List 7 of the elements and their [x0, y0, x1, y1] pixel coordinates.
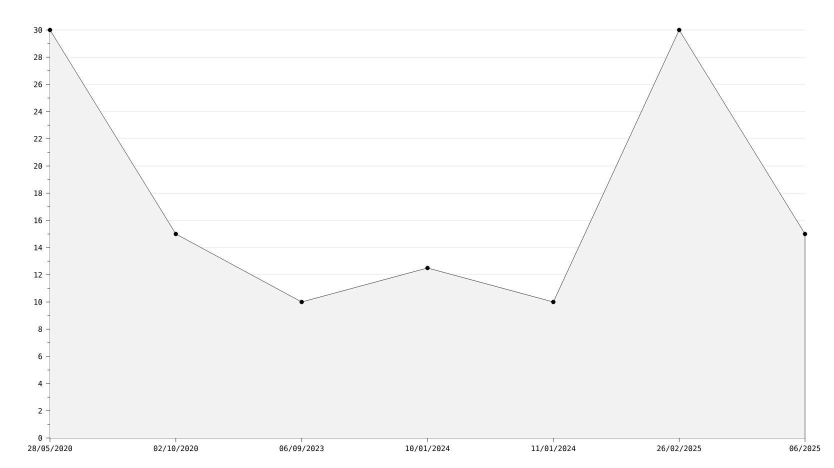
point	[551, 300, 556, 304]
point	[676, 28, 682, 32]
point	[174, 232, 178, 236]
point	[48, 28, 52, 32]
point	[425, 266, 430, 270]
point	[802, 232, 808, 236]
point	[299, 300, 304, 304]
